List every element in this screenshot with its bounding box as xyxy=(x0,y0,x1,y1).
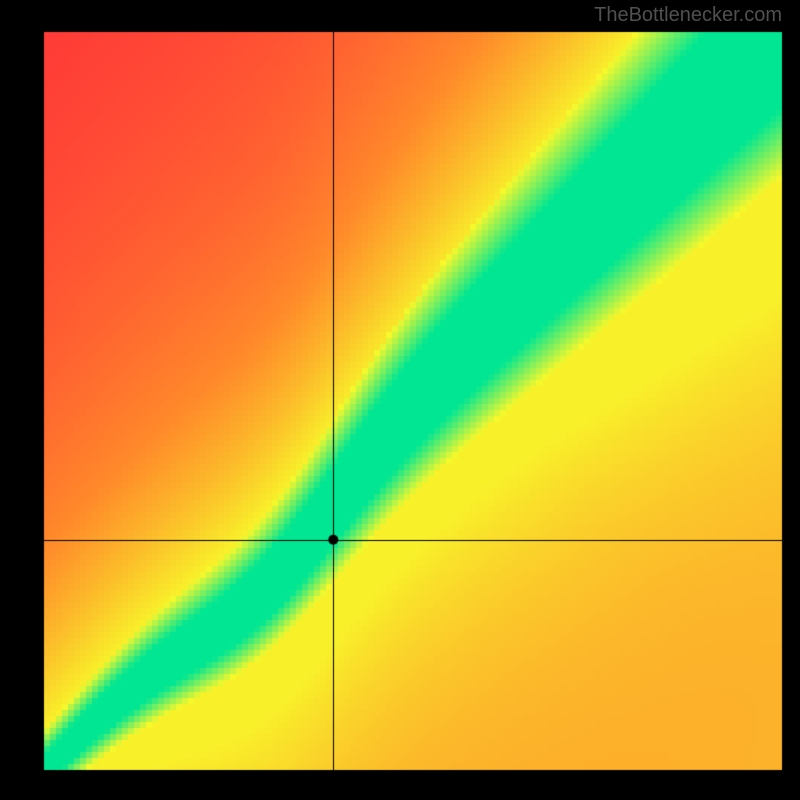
watermark-text: TheBottlenecker.com xyxy=(594,4,782,27)
bottleneck-heatmap xyxy=(0,0,800,800)
chart-container: TheBottlenecker.com xyxy=(0,0,800,800)
